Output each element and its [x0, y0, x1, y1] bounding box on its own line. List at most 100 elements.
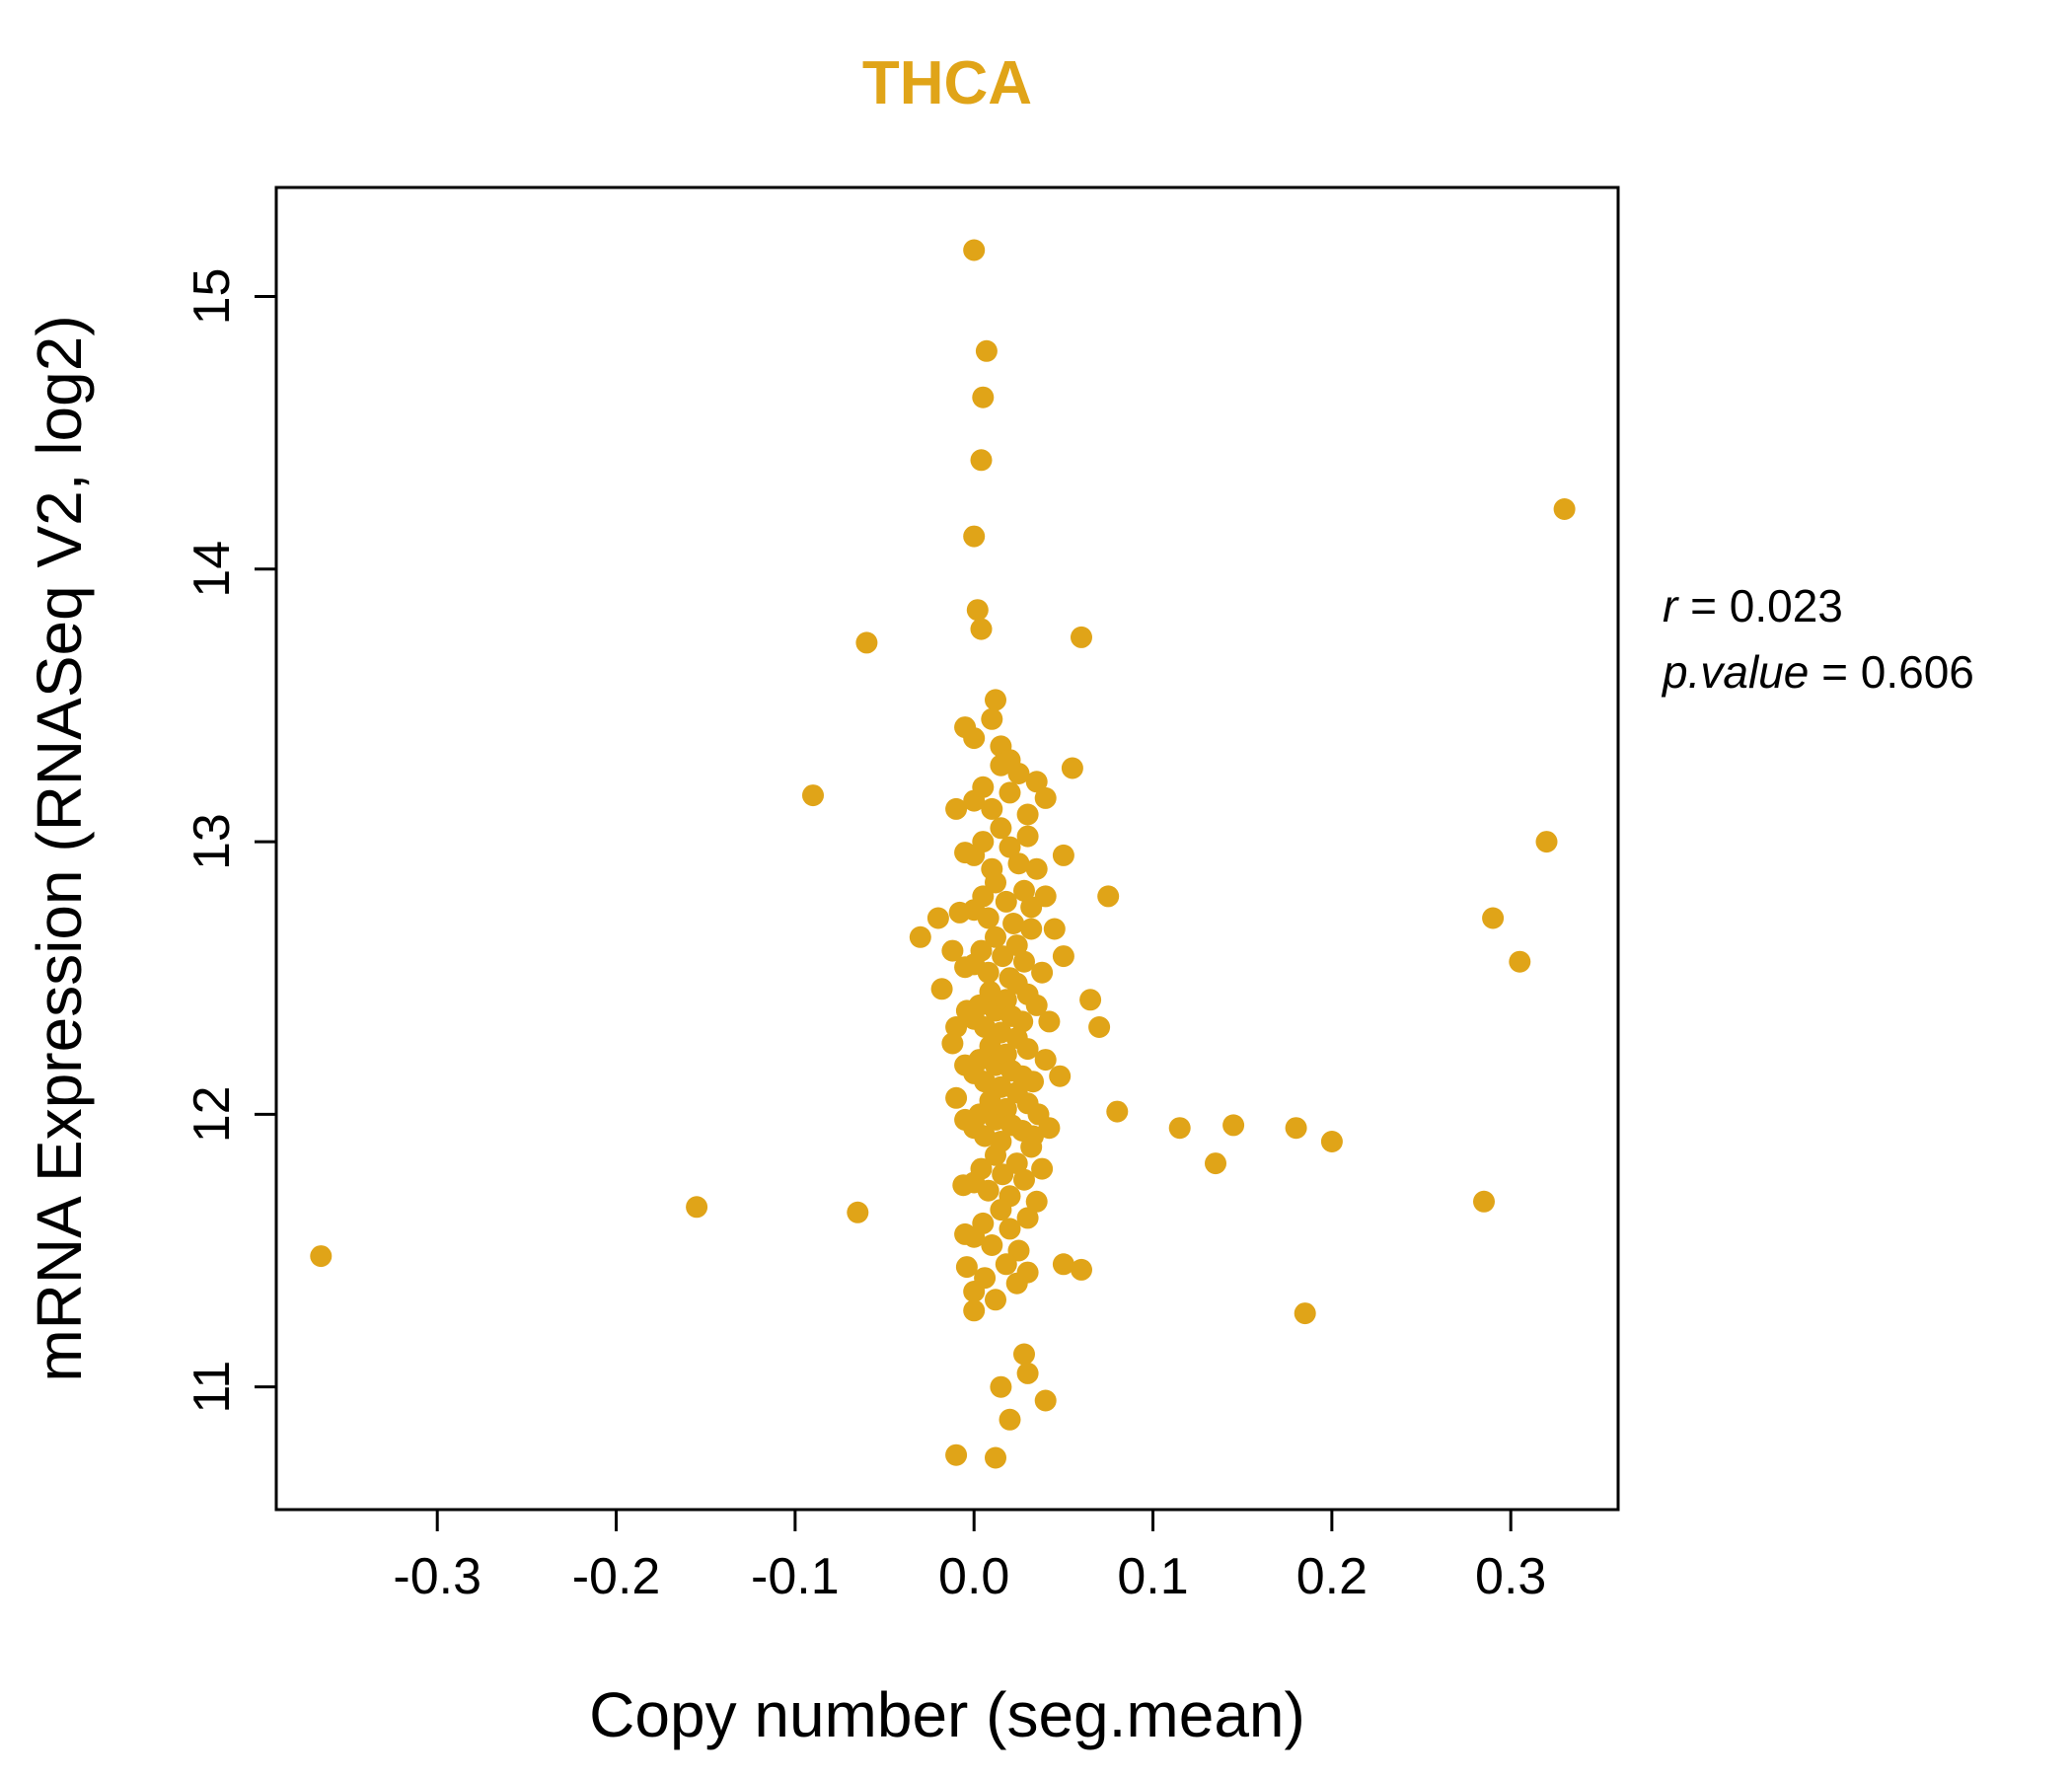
- data-point: [985, 689, 1006, 711]
- data-point: [1097, 885, 1120, 908]
- stats-annotation-pvalue: p.value = 0.606: [1661, 646, 1974, 698]
- data-point: [948, 901, 971, 924]
- data-point: [1034, 885, 1057, 908]
- chart-title: THCA: [862, 49, 1032, 117]
- data-point: [979, 981, 1001, 1003]
- data-point: [1020, 918, 1043, 940]
- data-point: [1011, 1010, 1034, 1033]
- data-point: [1016, 1362, 1039, 1384]
- y-tick-label: 14: [184, 541, 241, 598]
- data-point: [1553, 498, 1576, 520]
- x-tick-label: 0.1: [1117, 1548, 1188, 1605]
- data-point: [977, 907, 999, 929]
- data-point: [1088, 1016, 1111, 1038]
- data-point: [847, 1201, 869, 1223]
- data-point: [975, 339, 998, 362]
- data-point: [999, 1408, 1021, 1431]
- data-point: [954, 716, 977, 739]
- x-tick-label: 0.3: [1475, 1548, 1546, 1605]
- y-tick-label: 11: [184, 1361, 241, 1414]
- data-point: [945, 1443, 968, 1466]
- scatter-points: [310, 239, 1576, 1469]
- data-point: [972, 831, 995, 853]
- data-point: [1002, 913, 1025, 934]
- data-point: [1320, 1131, 1343, 1152]
- data-point: [995, 989, 1017, 1011]
- x-tick-label: 0.2: [1296, 1548, 1368, 1605]
- data-point: [954, 1222, 977, 1245]
- y-tick-label: 15: [184, 268, 241, 326]
- stats-pvalue-value: = 0.606: [1809, 646, 1974, 698]
- data-point: [1013, 879, 1035, 902]
- data-point: [974, 1267, 997, 1290]
- x-tick-label: 0.0: [938, 1548, 1009, 1605]
- data-point: [979, 1035, 1001, 1058]
- data-point: [1071, 626, 1092, 648]
- data-point: [1079, 989, 1102, 1011]
- data-point: [1020, 1136, 1043, 1158]
- data-point: [1016, 803, 1039, 826]
- data-point: [1005, 934, 1028, 957]
- data-point: [1043, 918, 1066, 940]
- y-tick-label: 13: [184, 813, 241, 870]
- data-point: [990, 1375, 1012, 1398]
- data-point: [963, 525, 986, 548]
- data-point: [1535, 831, 1558, 853]
- data-point: [972, 776, 995, 798]
- data-point: [909, 925, 931, 948]
- data-point: [1222, 1114, 1245, 1137]
- data-point: [972, 1212, 995, 1234]
- plot-area: [274, 185, 1620, 1512]
- data-point: [979, 1089, 1001, 1112]
- data-point: [990, 754, 1012, 777]
- data-point: [1013, 950, 1035, 973]
- data-point: [1034, 1049, 1057, 1072]
- data-point: [802, 784, 824, 807]
- data-point: [999, 1218, 1021, 1240]
- data-point: [686, 1196, 708, 1219]
- stats-r-value: = 0.023: [1677, 580, 1843, 631]
- data-point: [1025, 994, 1048, 1016]
- data-point: [926, 907, 949, 929]
- data-point: [970, 939, 993, 962]
- data-point: [963, 239, 986, 261]
- data-point: [995, 1043, 1017, 1066]
- data-point: [985, 1446, 1006, 1469]
- data-point: [941, 1032, 964, 1055]
- data-point: [1022, 1071, 1044, 1093]
- data-point: [954, 956, 977, 979]
- x-tick-label: -0.3: [393, 1548, 481, 1605]
- data-point: [945, 797, 968, 820]
- data-point: [1005, 1152, 1028, 1175]
- data-point: [1482, 907, 1505, 929]
- data-point: [1031, 961, 1054, 984]
- data-point: [954, 1054, 977, 1076]
- y-tick-label: 12: [184, 1085, 241, 1143]
- data-point: [1031, 1157, 1054, 1180]
- data-point: [1007, 852, 1030, 875]
- data-point: [1205, 1152, 1226, 1175]
- data-point: [1016, 1207, 1039, 1229]
- data-point: [855, 631, 878, 654]
- stats-annotation-r: r = 0.023: [1663, 580, 1843, 631]
- x-axis-ticks: -0.3 -0.2 -0.1 0.0 0.1 0.2 0.3: [393, 1510, 1546, 1605]
- data-point: [954, 842, 977, 864]
- data-point: [995, 890, 1017, 913]
- x-axis-label: Copy number (seg.mean): [589, 1679, 1305, 1750]
- data-point: [310, 1245, 333, 1268]
- data-point: [945, 1016, 968, 1038]
- data-point: [1061, 757, 1083, 779]
- y-axis-label: mRNA Expression (RNASeq V2, log2): [24, 315, 95, 1381]
- y-axis-ticks: 11 12 13 14 15: [184, 268, 276, 1414]
- data-point: [941, 939, 964, 962]
- x-tick-label: -0.2: [572, 1548, 661, 1605]
- data-point: [985, 871, 1006, 894]
- data-point: [1038, 1117, 1061, 1140]
- data-point: [1016, 1261, 1039, 1284]
- data-point: [954, 1108, 977, 1131]
- data-point: [1013, 1343, 1035, 1366]
- data-point: [1025, 771, 1048, 793]
- data-point: [990, 817, 1012, 840]
